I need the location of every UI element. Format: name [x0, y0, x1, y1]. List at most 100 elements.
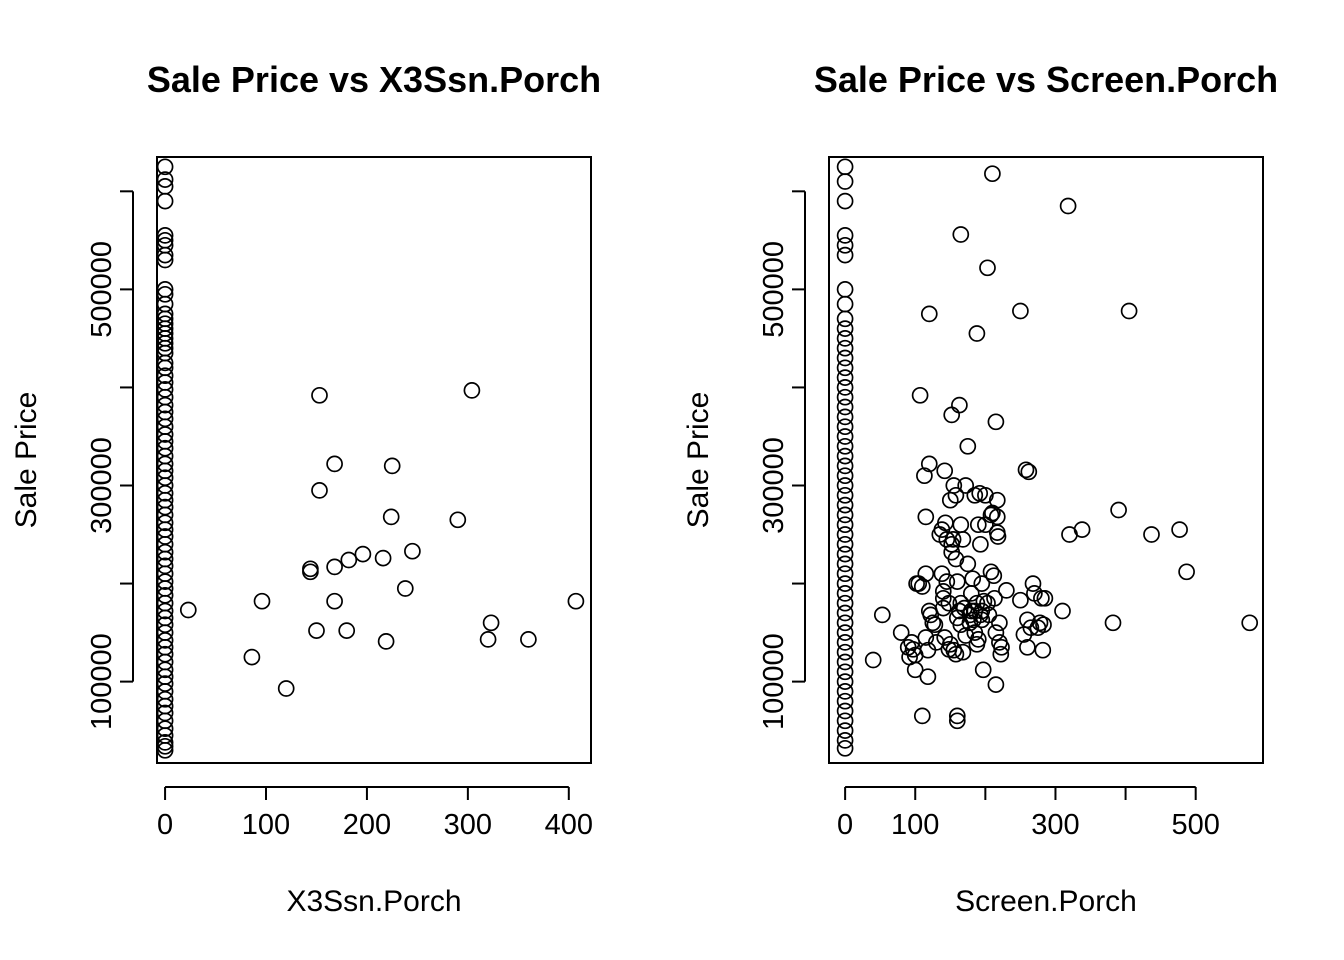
y-tick-label: 300000 — [758, 437, 790, 534]
data-point — [987, 413, 1005, 431]
data-point — [947, 550, 965, 568]
data-point — [948, 573, 966, 590]
data-point — [836, 732, 854, 749]
data-point — [920, 455, 938, 473]
data-point — [952, 594, 970, 612]
data-point — [1120, 302, 1138, 320]
data-point — [952, 516, 970, 534]
data-point — [836, 408, 854, 426]
x-tick-label: 0 — [157, 809, 173, 841]
x-tick-label: 0 — [837, 809, 853, 841]
data-point — [156, 661, 174, 679]
data-point — [836, 310, 854, 328]
data-point — [836, 418, 854, 436]
data-point — [179, 601, 197, 619]
data-point — [1019, 611, 1036, 629]
data-point — [156, 426, 174, 443]
data-point — [836, 739, 854, 757]
data-point — [998, 582, 1015, 599]
data-point — [326, 558, 343, 576]
data-point — [922, 606, 940, 624]
data-point — [1019, 638, 1036, 656]
data-point — [911, 386, 929, 404]
y-tick-label: 300000 — [86, 437, 118, 534]
data-point — [957, 477, 975, 494]
y-axis: 100000 300000 500000 — [86, 190, 134, 730]
data-point — [338, 622, 356, 639]
data-point — [944, 531, 962, 548]
data-point — [836, 369, 854, 386]
data-point — [354, 545, 372, 563]
data-point — [969, 516, 987, 534]
data-point — [836, 388, 854, 406]
data-point — [924, 614, 942, 632]
data-point — [836, 624, 854, 641]
x-axis-label: Screen.Porch — [955, 885, 1137, 918]
data-point — [836, 467, 854, 485]
data-point — [961, 614, 979, 632]
data-point — [836, 692, 854, 710]
data-point — [992, 645, 1010, 663]
data-point — [954, 531, 972, 548]
x-tick-label: 300 — [1031, 809, 1079, 841]
data-point — [156, 737, 174, 755]
data-point — [326, 592, 343, 610]
data-point — [396, 580, 414, 597]
data-point — [836, 673, 854, 690]
data-point — [989, 528, 1007, 545]
data-point — [479, 631, 497, 648]
data-point — [934, 599, 952, 617]
data-point — [1012, 302, 1029, 320]
data-point — [984, 165, 1001, 183]
x-tick-label: 400 — [545, 809, 593, 841]
data-point — [906, 661, 924, 679]
data-point — [520, 631, 537, 648]
data-point — [836, 457, 854, 475]
data-point — [1017, 461, 1035, 479]
data-point — [974, 661, 992, 679]
y-tick-label: 500000 — [86, 241, 118, 338]
data-point — [156, 285, 174, 303]
data-point — [156, 334, 174, 352]
data-point — [836, 575, 854, 592]
scatter-panel-1: Sale Price vs X3Ssn.Porch 0 100 200 300 400 X3… — [10, 59, 601, 918]
data-point — [836, 643, 854, 661]
data-point — [985, 567, 1003, 585]
data-point — [987, 676, 1005, 693]
data-point — [920, 305, 938, 323]
data-point — [982, 563, 1000, 581]
data-point — [1036, 589, 1054, 607]
data-point — [449, 511, 467, 529]
data-point — [1022, 619, 1040, 637]
data-point — [836, 320, 854, 337]
data-point — [836, 447, 854, 465]
data-point — [156, 690, 174, 708]
data-point — [156, 632, 174, 649]
data-point — [968, 325, 986, 342]
data-point — [1143, 526, 1160, 543]
data-point — [836, 663, 854, 681]
data-point — [936, 462, 954, 480]
data-point — [311, 482, 328, 499]
data-point — [948, 712, 966, 730]
data-point — [982, 506, 1000, 524]
data-point — [382, 508, 400, 526]
data-point — [836, 545, 854, 563]
data-point — [836, 236, 854, 254]
data-point — [1054, 602, 1071, 620]
data-point — [1171, 521, 1188, 538]
data-point — [836, 192, 854, 210]
data-point — [836, 349, 854, 367]
data-point — [917, 565, 935, 583]
x-tick-label: 300 — [444, 809, 492, 841]
data-point — [836, 585, 854, 602]
data-point — [991, 614, 1008, 632]
chart-title: Sale Price vs X3Ssn.Porch — [147, 59, 601, 100]
data-point — [836, 477, 854, 494]
data-point — [917, 508, 935, 526]
data-point — [952, 226, 970, 243]
data-point — [243, 648, 261, 666]
data-point — [253, 592, 271, 610]
data-point — [934, 589, 952, 607]
data-point — [1073, 521, 1091, 538]
